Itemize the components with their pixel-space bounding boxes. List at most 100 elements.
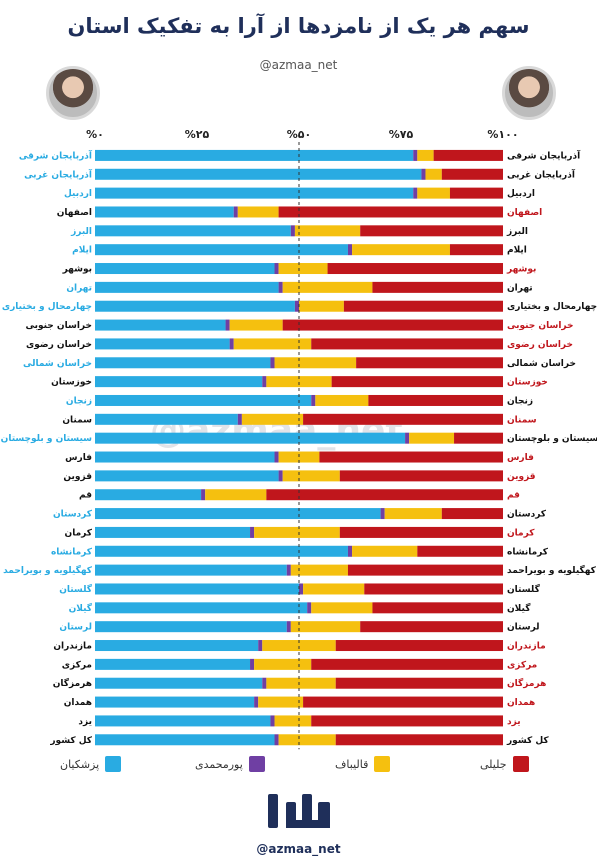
category-label-left: یزد [78,717,92,727]
bar-segment-jalili [266,489,503,501]
bar-segment-pourmohammadi [347,545,353,557]
bar-segment-pezeshkian [95,319,226,331]
category-label-left: چهارمحال و بختیاری [2,302,92,312]
category-label-right: هرمزگان [507,677,546,689]
category-label-left: کرمان [65,528,93,538]
category-label-right: خوزستان [507,378,548,388]
category-label-left: قزوین [63,472,92,482]
bar-segment-pourmohammadi [258,640,263,652]
category-label-right: تهران [507,283,533,293]
bar-segment-jalili [282,319,503,331]
bar-segment-ghalibaf [352,244,450,256]
category-label-right: گیلان [507,602,531,614]
bar-segment-pezeshkian [95,677,263,689]
category-label-left: هرمزگان [53,677,92,689]
bar-segment-ghalibaf [303,583,365,595]
category-label-right: کردستان [507,510,547,520]
bar-segment-pezeshkian [95,376,263,388]
bar-segment-jalili [449,187,503,199]
chart-title: سهم هر یک از نامزدها از آرا به تفکیک است… [67,14,530,38]
stacked-bar-chart: %۰ %۲۵ %۵۰ %۷۵ %۱۰۰ آذربایجان شرقی آذربایجان ش… [1,128,597,750]
category-label-right: سیستان و بلوچستان [507,434,597,444]
category-label-right: چهارمحال و بختیاری [507,302,597,312]
bar-segment-pourmohammadi [237,413,242,425]
bar-segment-jalili [343,300,503,312]
bar-segment-jalili [347,564,503,576]
bar-segment-pezeshkian [95,489,202,501]
bar-segment-jalili [335,677,503,689]
bar-segment-jalili [327,263,503,275]
bar-segment-pezeshkian [95,696,255,708]
bar-segment-jalili [311,715,503,727]
bar-segment-ghalibaf [274,715,312,727]
bar-segment-pourmohammadi [290,225,295,237]
category-label-right: همدان [507,698,535,708]
x-tick-label: %۷۵ [389,128,414,141]
category-label-right: کهگیلویه و بویراحمد [507,564,597,576]
category-label-right: زنجان [507,396,533,406]
bar-segment-ghalibaf [274,357,357,369]
bar-segment-pourmohammadi [299,583,304,595]
bar-segment-ghalibaf [254,526,340,538]
x-tick-label: %۱۰۰ [487,128,518,141]
bar-segment-pourmohammadi [347,244,353,256]
legend: جلیلی قالیباف پورمحمدی پزشکیان [0,756,597,778]
category-label-left: اردبیل [64,189,92,199]
category-label-right: اصفهان [507,208,542,218]
bar-segment-pourmohammadi [270,357,275,369]
bar-segment-ghalibaf [278,734,336,746]
bar-segment-jalili [303,696,503,708]
category-label-right: لرستان [507,623,540,633]
bar-segment-pezeshkian [95,715,271,727]
logo [268,794,330,828]
category-label-right: خراسان شمالی [507,359,576,369]
legend-item-ghalibaf: قالیباف [335,756,391,772]
bar-segment-ghalibaf [417,149,434,161]
bar-segment-ghalibaf [299,300,344,312]
bar-segment-pourmohammadi [294,300,299,312]
category-label-right: مرکزی [507,660,537,670]
bar-segment-ghalibaf [278,263,328,275]
bar-segment-pezeshkian [95,149,414,161]
bar-segment-pezeshkian [95,470,279,482]
bar-segment-pezeshkian [95,526,251,538]
category-label-left: مازندران [53,642,92,652]
bar-segment-jalili [331,376,503,388]
bar-segment-pourmohammadi [233,206,238,218]
category-label-right: مازندران [507,642,546,652]
bar-segment-pourmohammadi [405,432,410,444]
bar-segment-ghalibaf [425,168,442,180]
category-label-left: فارس [65,453,92,463]
category-label-left: قم [79,491,92,501]
bar-segment-pezeshkian [95,206,234,218]
category-label-left: البرز [70,227,92,237]
bar-segment-jalili [311,338,503,350]
category-label-left: کرمانشاه [51,547,93,557]
category-label-right: یزد [507,717,521,727]
category-label-left: زنجان [66,396,92,406]
bar-segment-ghalibaf [417,187,450,199]
legend-label: جلیلی [480,757,507,771]
legend-label: پورمحمدی [195,757,243,771]
bar-segment-ghalibaf [384,508,442,520]
bar-segment-pourmohammadi [274,263,279,275]
bar-segment-ghalibaf [266,677,336,689]
category-label-left: خراسان جنوبی [25,321,92,331]
bar-segment-ghalibaf [241,413,304,425]
bar-segment-pourmohammadi [250,658,255,670]
category-label-left: آذربایجان غربی [24,168,93,180]
bar-segment-pezeshkian [95,734,275,746]
category-label-left: کردستان [53,510,93,520]
bar-segment-pezeshkian [95,281,279,293]
bar-segment-pezeshkian [95,338,230,350]
bar-segment-jalili [454,432,503,444]
bar-segment-pezeshkian [95,244,348,256]
bar-segment-pezeshkian [95,621,287,633]
category-label-right: فارس [507,453,534,463]
legend-swatch [374,756,391,772]
bar-segment-pezeshkian [95,564,287,576]
bar-segment-pourmohammadi [201,489,206,501]
bar-segment-pourmohammadi [286,564,291,576]
category-label-left: خوزستان [51,378,92,388]
bar-segment-ghalibaf [294,225,361,237]
